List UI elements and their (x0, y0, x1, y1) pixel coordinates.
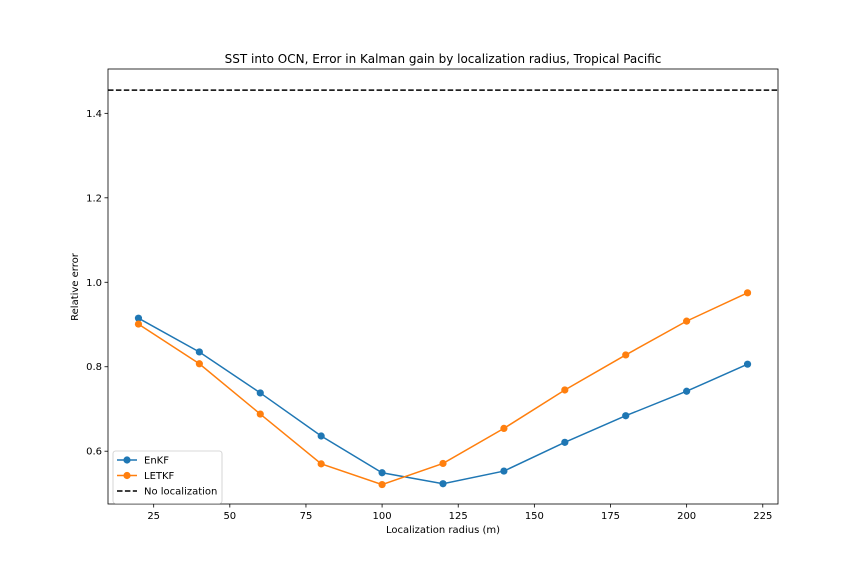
data-point-letkf (561, 386, 569, 394)
data-point-enkf (561, 438, 569, 446)
x-axis-label: Localization radius (m) (386, 525, 500, 536)
y-tick-label: 1.2 (86, 193, 102, 204)
data-point-enkf (134, 314, 143, 322)
x-tick-label: 175 (601, 511, 620, 522)
data-point-letkf (317, 460, 325, 468)
x-tick-label: 125 (449, 511, 468, 522)
x-tick-label: 200 (677, 511, 696, 522)
data-point-enkf (256, 389, 264, 397)
data-point-enkf (683, 387, 691, 395)
plot-frame (107, 68, 779, 505)
y-axis-label: Relative error (70, 252, 81, 321)
legend-marker-enkf (123, 456, 131, 464)
data-point-letkf (439, 459, 447, 468)
legend-label-no-localization: No localization (144, 487, 217, 498)
data-point-letkf (256, 410, 264, 418)
data-point-enkf (195, 348, 203, 356)
plot-area (107, 68, 779, 505)
data-point-enkf (622, 412, 630, 420)
data-point-enkf (378, 469, 386, 477)
data-point-enkf (743, 360, 752, 368)
x-tick-label: 100 (373, 511, 392, 522)
data-point-enkf (500, 467, 508, 475)
data-point-letkf (683, 317, 691, 325)
legend-marker-letkf (123, 471, 131, 480)
y-tick-label: 1.0 (86, 278, 102, 289)
legend: EnKF LETKF No localization (112, 450, 223, 504)
series-line-enkf (138, 317, 748, 485)
data-point-letkf (500, 424, 508, 433)
y-tick-label: 0.6 (86, 447, 102, 458)
y-axis: 0.6 0.8 1.0 1.2 1.4 (86, 109, 108, 458)
data-point-enkf (317, 432, 325, 440)
data-point-letkf (622, 351, 630, 359)
x-tick-label: 50 (223, 511, 236, 522)
legend-box (112, 450, 223, 504)
data-point-letkf (743, 289, 752, 297)
data-point-letkf (134, 320, 143, 328)
x-axis: 25 50 75 100 125 150 175 200 225 (147, 504, 772, 522)
data-point-letkf (195, 360, 203, 368)
x-tick-label: 150 (525, 511, 544, 522)
chart-title: SST into OCN, Error in Kalman gain by lo… (225, 52, 662, 66)
legend-label-enkf: EnKF (144, 456, 169, 467)
x-tick-label: 225 (753, 511, 772, 522)
y-tick-label: 1.4 (86, 109, 102, 120)
series-line-letkf (138, 292, 748, 486)
legend-label-letkf: LETKF (144, 471, 175, 482)
x-tick-label: 25 (147, 511, 160, 522)
data-point-letkf (378, 480, 386, 489)
data-point-enkf (439, 480, 447, 488)
y-tick-label: 0.8 (86, 362, 102, 373)
x-tick-label: 75 (300, 511, 313, 522)
